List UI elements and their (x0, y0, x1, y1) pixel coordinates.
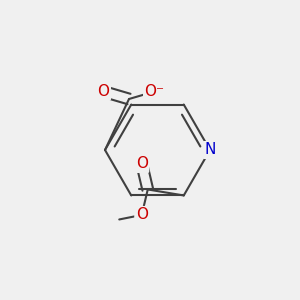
Text: N: N (204, 142, 216, 158)
Text: O⁻: O⁻ (145, 84, 164, 99)
Text: O: O (98, 84, 110, 99)
Text: O: O (136, 208, 148, 223)
Text: O: O (136, 157, 148, 172)
